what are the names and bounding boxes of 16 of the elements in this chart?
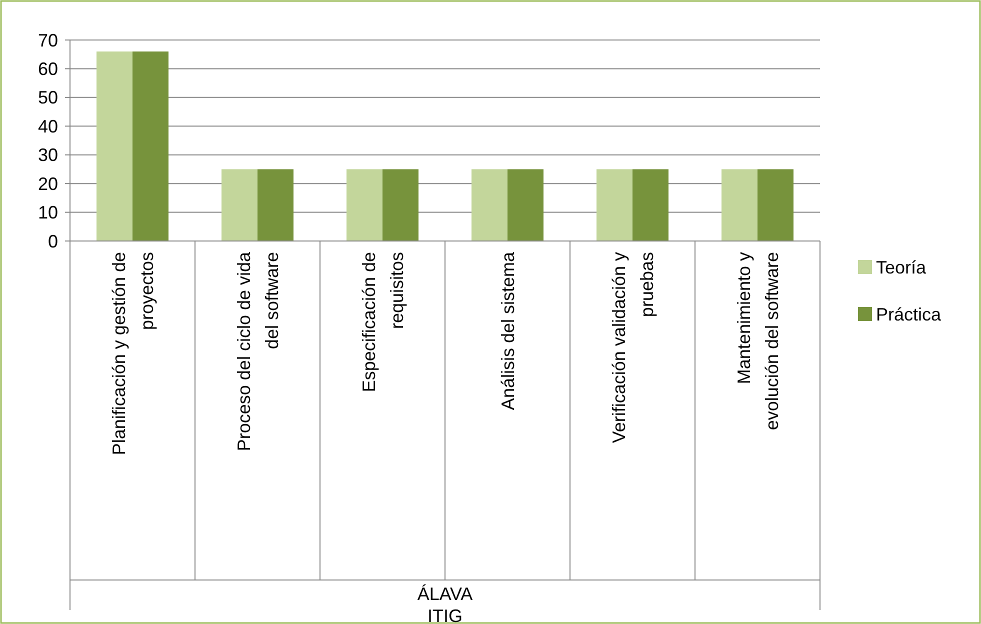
x-tick-label: Análisis del sistema [498,251,518,410]
text: ITIG [428,606,462,624]
x-tick-label: Especificación de requisitos [358,252,407,392]
y-tick-label: 50 [38,88,58,108]
y-tick-label: 30 [38,145,58,166]
legend-label: Práctica [876,304,942,324]
legend-label: Teoría [876,257,928,278]
x-tick-label: Verificación validación y pruebas [608,252,657,444]
y-tick-label: 40 [38,116,58,136]
x-tick-label: Planificación y gestión de proyectos [108,252,157,456]
y-tick-label: 0 [48,231,58,252]
y-tick-label: 20 [38,174,58,194]
y-tick-label: 10 [38,202,58,223]
text: ÁLAVA [417,584,473,604]
y-tick-label: 60 [38,59,58,80]
y-tick-label: 70 [38,30,58,50]
